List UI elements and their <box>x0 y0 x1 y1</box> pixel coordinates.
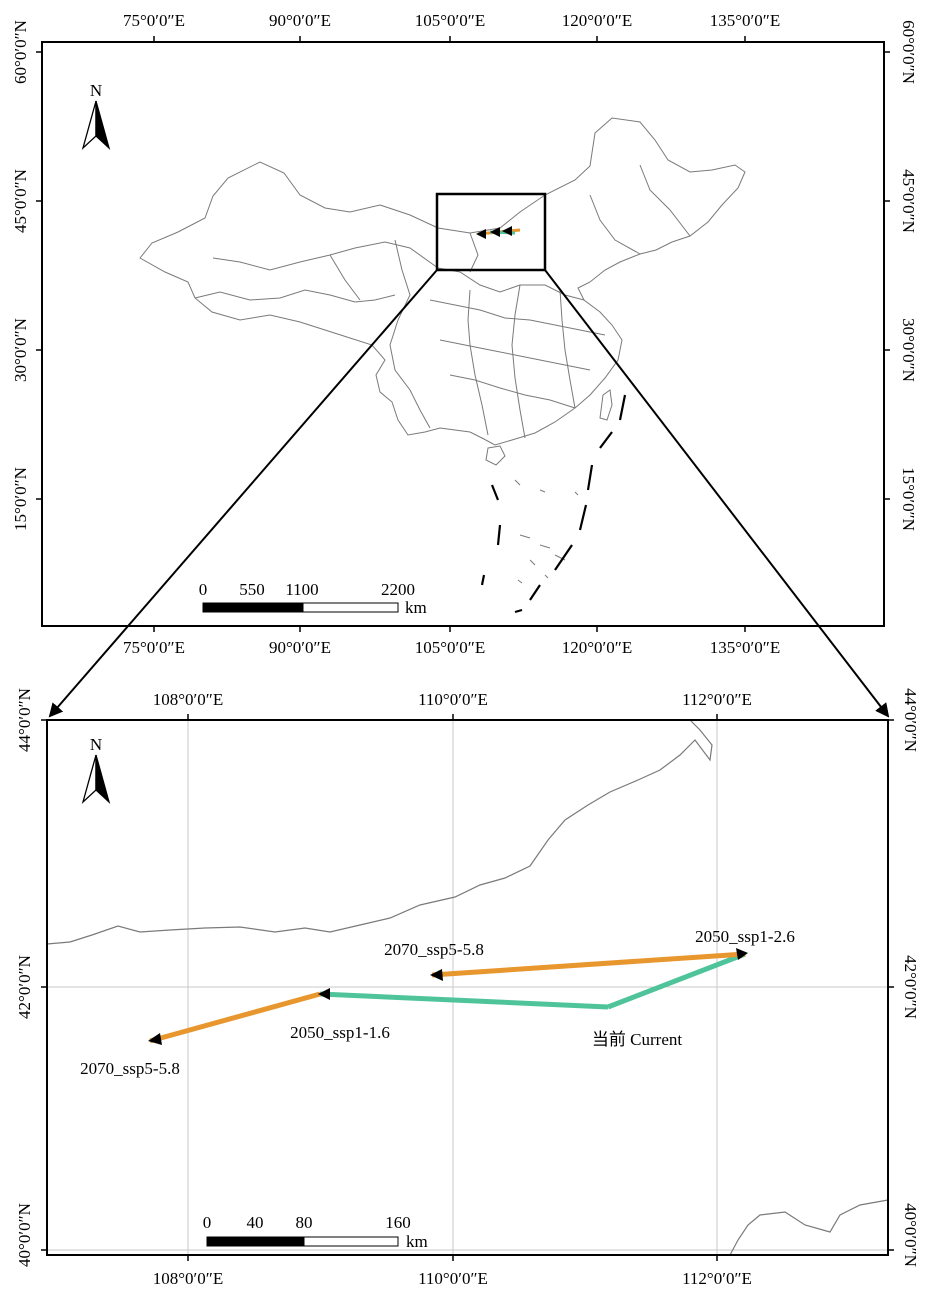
detail-ticks <box>41 714 894 1261</box>
province-line <box>439 339 591 371</box>
overview-top-lon-label: 120°0′0″E <box>562 11 632 30</box>
overview-bottom-lon-label: 75°0′0″E <box>123 638 185 657</box>
ssp585-track-east <box>431 951 746 978</box>
detail-left-lat-label: 42°0′0″N <box>15 955 34 1019</box>
overview-top-lon-label: 90°0′0″E <box>269 11 331 30</box>
overview-scale-bar: 0 550 1100 2200 km <box>199 580 427 617</box>
overview-scale-unit: km <box>405 598 427 617</box>
detail-map: 108°0′0″E 110°0′0″E 112°0′0″E 108°0′0″E … <box>15 688 920 1288</box>
overview-north-arrow-icon: N <box>81 81 111 151</box>
detail-scale-unit: km <box>406 1232 428 1251</box>
province-line <box>389 239 431 429</box>
detail-bottom-lon-label: 108°0′0″E <box>153 1269 223 1288</box>
hainan-outline <box>485 445 506 466</box>
label-current: 当前 Current <box>592 1030 682 1049</box>
province-line <box>194 289 396 303</box>
label-2070-ssp5-5.8-east: 2070_ssp5-5.8 <box>384 940 484 959</box>
detail-north-arrow-icon: N <box>81 735 111 805</box>
detail-right-lat-label: 44°0′0″N <box>901 688 920 752</box>
province-line <box>429 299 606 336</box>
detail-top-lon-label: 112°0′0″E <box>682 690 752 709</box>
overview-map: 75°0′0″E 90°0′0″E 105°0′0″E 120°0′0″E 13… <box>11 11 918 657</box>
detail-boundary-south <box>729 1199 889 1256</box>
detail-left-lat-label: 40°0′0″N <box>15 1203 34 1267</box>
label-2050-ssp1-2.6: 2050_ssp1-2.6 <box>695 927 795 946</box>
detail-scale-label: 0 <box>203 1213 212 1232</box>
province-line <box>511 284 526 439</box>
province-line <box>449 374 576 409</box>
arrowhead-2050-ssp1-2.6 <box>736 948 748 960</box>
ssp126-track <box>607 951 746 1010</box>
arrowhead-2050-ssp1-1.6 <box>318 988 330 1000</box>
province-line <box>589 194 641 255</box>
overview-bottom-lon-label: 120°0′0″E <box>562 638 632 657</box>
overview-top-lon-label: 75°0′0″E <box>123 11 185 30</box>
province-line <box>467 289 489 436</box>
overview-left-lat-label: 15°0′0″N <box>11 467 30 531</box>
overview-north-label: N <box>90 81 102 100</box>
overview-scale-label: 550 <box>239 580 265 599</box>
overview-bottom-lon-label: 105°0′0″E <box>415 638 485 657</box>
taiwan-outline <box>599 389 613 421</box>
detail-right-lat-label: 40°0′0″N <box>901 1203 920 1267</box>
overview-scale-label: 2200 <box>381 580 415 599</box>
detail-bottom-lon-label: 112°0′0″E <box>682 1269 752 1288</box>
label-2050-ssp1-1.6: 2050_ssp1-1.6 <box>290 1023 390 1042</box>
detail-right-lat-label: 42°0′0″N <box>901 955 920 1019</box>
overview-scale-label: 0 <box>199 580 208 599</box>
province-line <box>212 241 439 271</box>
overview-ticks <box>36 36 890 632</box>
overview-top-lon-label: 135°0′0″E <box>710 11 780 30</box>
overview-left-lat-label: 60°0′0″N <box>11 20 30 84</box>
overview-scale-label: 1100 <box>285 580 318 599</box>
detail-scale-label: 160 <box>385 1213 411 1232</box>
overview-bottom-lon-label: 90°0′0″E <box>269 638 331 657</box>
province-line <box>437 267 585 301</box>
centroid-tracks <box>148 948 748 1045</box>
detail-top-lon-label: 108°0′0″E <box>153 690 223 709</box>
china-boundaries <box>139 117 746 584</box>
overview-right-lat-label: 45°0′0″N <box>899 169 918 233</box>
province-line <box>469 232 479 273</box>
zoom-connectors <box>48 269 890 718</box>
detail-left-lat-label: 44°0′0″N <box>15 688 34 752</box>
china-outline <box>139 117 746 446</box>
overview-centroid-track <box>476 226 521 239</box>
nine-dash-line <box>480 394 627 614</box>
overview-right-lat-label: 30°0′0″N <box>899 318 918 382</box>
ssp126-track-west <box>319 991 609 1010</box>
province-line <box>329 254 361 301</box>
arrowhead-2070-ssp5-5.8-east <box>430 969 443 981</box>
detail-north-label: N <box>90 735 102 754</box>
detail-boundary-north <box>46 719 713 945</box>
overview-left-lat-label: 30°0′0″N <box>11 318 30 382</box>
detail-scale-bar: 0 40 80 160 km <box>203 1213 428 1251</box>
islands <box>514 479 579 584</box>
detail-top-lon-label: 110°0′0″E <box>418 690 488 709</box>
overview-right-lat-label: 60°0′0″N <box>899 20 918 84</box>
arrowhead-2070-ssp5-5.8-west <box>148 1033 162 1045</box>
detail-scale-label: 40 <box>247 1213 264 1232</box>
province-line <box>639 164 691 237</box>
detail-scale-label: 80 <box>296 1213 313 1232</box>
overview-bottom-lon-label: 135°0′0″E <box>710 638 780 657</box>
overview-top-lon-label: 105°0′0″E <box>415 11 485 30</box>
detail-gridlines <box>47 720 888 1255</box>
province-line <box>559 289 576 409</box>
overview-right-lat-label: 15°0′0″N <box>899 467 918 531</box>
overview-frame <box>41 41 885 627</box>
ssp585-track-west <box>149 991 321 1044</box>
inset-extent-box <box>435 192 547 272</box>
detail-bottom-lon-label: 110°0′0″E <box>418 1269 488 1288</box>
label-2070-ssp5-5.8-west: 2070_ssp5-5.8 <box>80 1059 180 1078</box>
overview-left-lat-label: 45°0′0″N <box>11 169 30 233</box>
